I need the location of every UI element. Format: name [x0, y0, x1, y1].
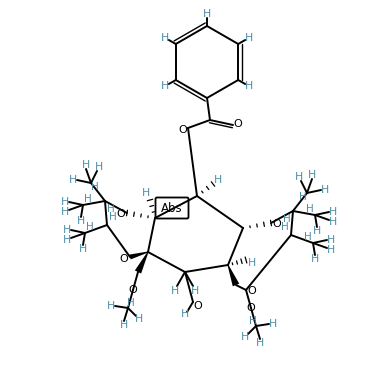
Text: H: H: [63, 225, 71, 235]
Text: H: H: [127, 298, 135, 308]
Text: O: O: [234, 119, 242, 129]
Text: H: H: [311, 254, 319, 264]
Text: H: H: [109, 212, 117, 222]
Text: H: H: [82, 160, 90, 170]
Text: H: H: [295, 172, 303, 182]
Text: H: H: [171, 286, 179, 296]
Text: H: H: [214, 175, 222, 185]
Text: H: H: [107, 204, 115, 214]
Text: H: H: [304, 232, 312, 242]
Polygon shape: [135, 252, 149, 273]
Text: H: H: [329, 207, 337, 217]
Text: H: H: [61, 197, 69, 207]
Text: H: H: [329, 217, 337, 227]
Text: O: O: [246, 303, 255, 313]
Text: H: H: [161, 81, 169, 91]
Polygon shape: [129, 251, 148, 259]
Text: H: H: [107, 301, 115, 311]
Text: H: H: [308, 170, 316, 180]
Text: H: H: [63, 235, 71, 245]
FancyBboxPatch shape: [156, 198, 188, 218]
Text: H: H: [61, 207, 69, 217]
Text: H: H: [245, 81, 253, 91]
Text: H: H: [77, 216, 85, 226]
Text: H: H: [306, 204, 314, 214]
Text: O: O: [179, 125, 187, 135]
Text: H: H: [191, 286, 199, 296]
Polygon shape: [227, 265, 239, 286]
Text: O: O: [193, 301, 202, 311]
Text: H: H: [249, 316, 257, 326]
Text: H: H: [91, 182, 99, 192]
Text: H: H: [86, 222, 94, 232]
Text: H: H: [269, 319, 277, 329]
Text: H: H: [313, 226, 321, 236]
Text: Abs: Abs: [161, 202, 183, 215]
Text: H: H: [84, 194, 92, 204]
Text: H: H: [69, 175, 77, 185]
Text: H: H: [283, 214, 291, 224]
Text: H: H: [120, 320, 128, 330]
Text: H: H: [161, 33, 169, 43]
Text: H: H: [245, 33, 253, 43]
Text: H: H: [281, 222, 289, 232]
Text: H: H: [142, 188, 150, 198]
Text: H: H: [241, 332, 249, 342]
Text: H: H: [299, 192, 307, 202]
Text: O: O: [129, 285, 137, 295]
Text: O: O: [248, 286, 256, 296]
Text: H: H: [327, 235, 335, 245]
Text: O: O: [273, 219, 281, 229]
Text: H: H: [248, 258, 256, 268]
Text: H: H: [95, 162, 103, 172]
Text: H: H: [321, 185, 329, 195]
Text: H: H: [181, 309, 189, 319]
Text: O: O: [117, 209, 125, 219]
Text: H: H: [135, 314, 143, 324]
Text: H: H: [327, 245, 335, 255]
Text: H: H: [203, 9, 211, 19]
Text: H: H: [79, 244, 87, 254]
Text: O: O: [120, 254, 128, 264]
Text: H: H: [256, 338, 264, 348]
